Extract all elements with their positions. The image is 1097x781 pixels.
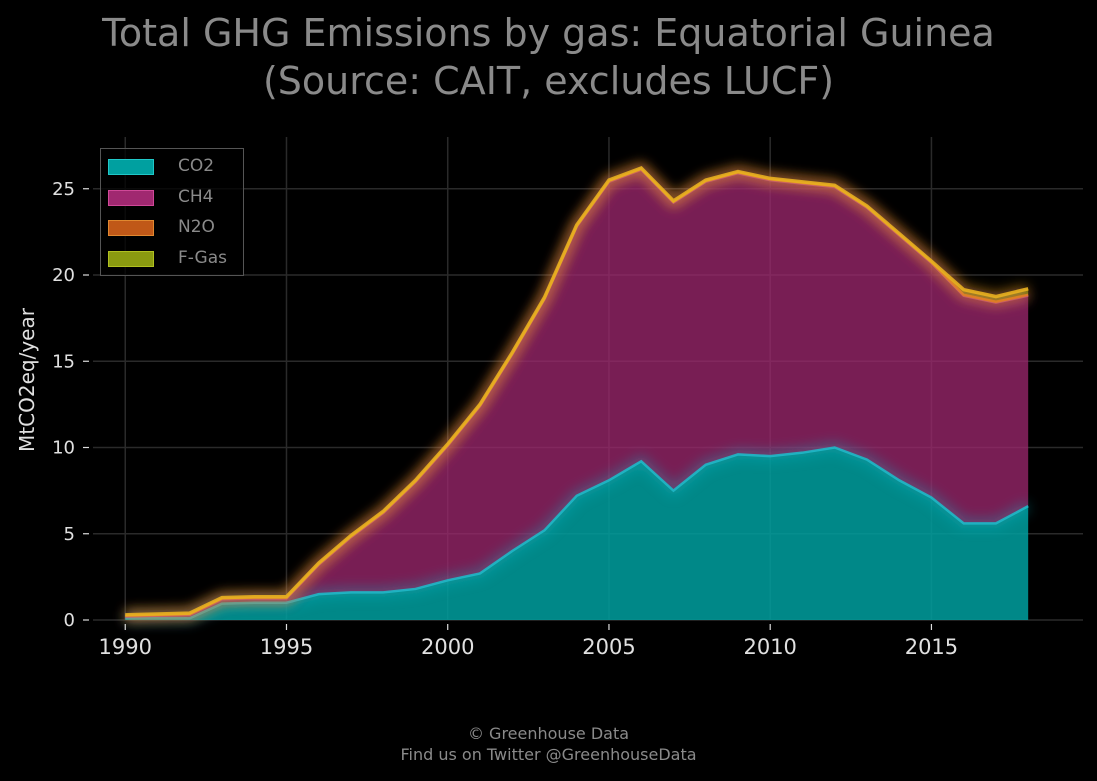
y-tick-label: 20 — [52, 265, 75, 286]
footer-twitter: Find us on Twitter @GreenhouseData — [400, 745, 697, 764]
x-tick-label: 1990 — [99, 635, 152, 659]
legend-label: CH4 — [178, 186, 214, 207]
chart-title-line1: Total GHG Emissions by gas: Equatorial G… — [102, 11, 995, 55]
legend-label: F-Gas — [178, 247, 227, 268]
x-tick-label: 2005 — [582, 635, 635, 659]
y-tick-label: 25 — [52, 179, 75, 200]
legend-swatch — [108, 159, 154, 175]
legend-label: N2O — [178, 217, 215, 237]
chart-legend: CO2 CH4 N2O F-Gas — [100, 148, 244, 276]
y-tick-label: 0 — [64, 610, 75, 631]
legend-item: N2O — [108, 215, 242, 239]
y-tick-label: 5 — [64, 524, 75, 545]
fgas-line — [125, 166, 1029, 617]
axis-layer: 0 5 10 15 20 25 1990 1995 2000 2005 2010 2015 — [52, 179, 958, 659]
y-tick-label: 15 — [52, 351, 75, 372]
line-layer — [125, 162, 1031, 624]
x-tick-label: 1995 — [260, 635, 313, 659]
legend-item: CO2 — [108, 154, 242, 178]
x-tick-label: 2015 — [905, 635, 958, 659]
legend-swatch — [108, 250, 154, 267]
legend-label: CO2 — [178, 156, 215, 176]
legend-item: F-Gas — [108, 246, 242, 270]
area-layer — [125, 168, 1029, 620]
y-axis-label: MtCO2eq/year — [15, 307, 39, 452]
chart-title-line2: (Source: CAIT, excludes LUCF) — [262, 59, 835, 103]
y-tick-label: 10 — [52, 438, 75, 459]
co2-area — [125, 447, 1029, 620]
x-tick-label: 2000 — [421, 635, 474, 659]
x-tick-label: 2010 — [743, 635, 796, 659]
legend-swatch — [108, 189, 154, 206]
legend-swatch — [108, 220, 154, 236]
footer-copyright: © Greenhouse Data — [467, 724, 630, 743]
ch4-area — [125, 169, 1029, 619]
legend-item: CH4 — [108, 185, 242, 209]
